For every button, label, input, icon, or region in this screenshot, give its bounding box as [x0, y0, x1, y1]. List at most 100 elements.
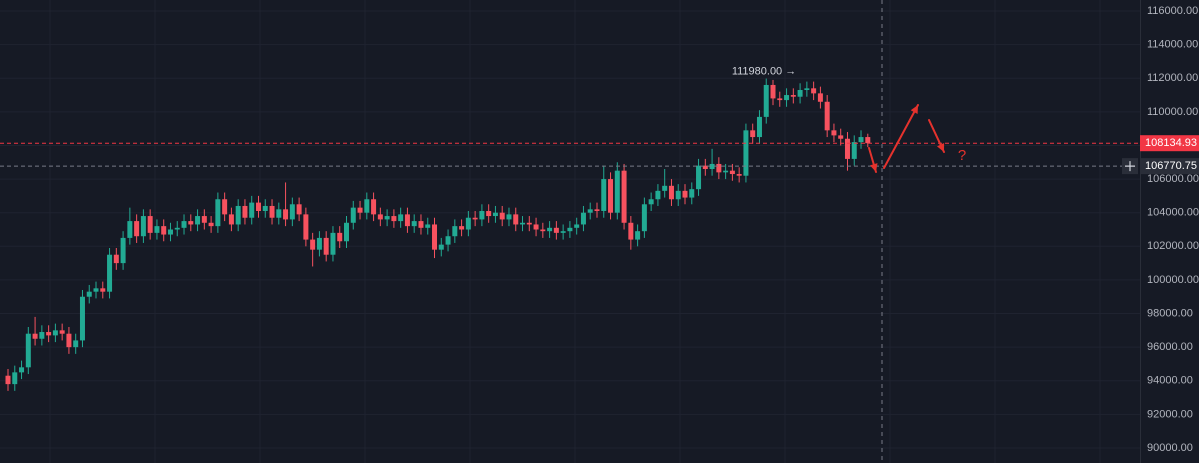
candle-body: [756, 116, 762, 138]
candle-body: [790, 95, 796, 97]
candle-body: [784, 95, 790, 101]
candle-body: [648, 199, 654, 205]
candle-body: [350, 207, 356, 223]
candle-body: [357, 207, 363, 213]
candle-body: [479, 211, 485, 220]
candle-body: [702, 165, 708, 169]
candle-body: [445, 236, 451, 245]
candle-body: [222, 199, 228, 215]
candle-body: [797, 90, 803, 97]
candle-body: [804, 88, 810, 91]
candle-body: [5, 375, 11, 385]
candle-body: [838, 135, 844, 139]
candle-body: [520, 222, 526, 225]
candle-body: [506, 214, 512, 220]
candle-body: [140, 216, 146, 237]
y-tick-label: 92000.00: [1147, 408, 1193, 420]
candle-body: [716, 163, 722, 173]
y-tick-label: 104000.00: [1147, 207, 1199, 219]
y-tick-label: 90000.00: [1147, 442, 1193, 454]
y-tick-label: 116000.00: [1147, 5, 1198, 17]
candle-body: [729, 170, 735, 175]
candle-body: [316, 237, 322, 250]
candle-body: [107, 254, 113, 292]
candle-body: [858, 137, 864, 143]
candle-body: [337, 232, 343, 242]
drawn-arrow: [883, 104, 919, 169]
candle-body: [526, 222, 532, 225]
candle-body: [641, 204, 647, 232]
candle-body: [438, 244, 444, 250]
candle-body: [364, 199, 370, 213]
candle-body: [93, 288, 99, 292]
candle-body: [276, 209, 282, 218]
candle-body: [628, 222, 634, 240]
candle-body: [377, 214, 383, 220]
y-tick-label: 94000.00: [1147, 375, 1193, 387]
candle-body: [452, 226, 458, 237]
candle-body: [86, 291, 92, 297]
candle-body: [161, 226, 167, 235]
y-tick-label: 114000.00: [1147, 39, 1198, 51]
drawn-arrow-head: [869, 163, 878, 172]
candle-body: [127, 221, 133, 238]
candle-body: [547, 227, 553, 232]
candle-body: [689, 189, 695, 198]
candle-body: [147, 216, 153, 233]
price-label: 108134.93: [1145, 137, 1197, 149]
candle-body: [269, 205, 275, 218]
candle-body: [675, 190, 681, 200]
y-tick-label: 100000.00: [1147, 274, 1199, 286]
y-tick-label: 112000.00: [1147, 72, 1198, 84]
candle-body: [113, 254, 119, 264]
candle-body: [601, 179, 607, 212]
candle-body: [662, 185, 668, 191]
candle-body: [79, 296, 85, 341]
y-tick-label: 110000.00: [1147, 106, 1198, 118]
candle-body: [486, 211, 492, 217]
candle-body: [174, 227, 180, 230]
candle-body: [655, 190, 661, 200]
candle-body: [553, 227, 559, 233]
candle-body: [19, 367, 25, 373]
candle-body: [513, 214, 519, 225]
candle-body: [763, 84, 769, 117]
candle-body: [750, 130, 756, 138]
candle-body: [696, 165, 702, 190]
candle-body: [844, 138, 850, 159]
candle-body: [66, 333, 72, 348]
price-label-box: [1140, 158, 1199, 175]
candle-body: [303, 214, 309, 240]
high-marker-label: 111980.00 →: [732, 65, 796, 77]
candle-body: [560, 231, 566, 233]
candle-body: [12, 372, 18, 385]
candle-body: [865, 137, 871, 144]
candle-body: [25, 333, 31, 368]
candle-body: [831, 130, 837, 136]
candle-body: [777, 98, 783, 101]
candle-body: [154, 226, 160, 233]
drawn-arrow-head: [910, 105, 918, 114]
candle-body: [289, 204, 295, 220]
price-label: 106770.75: [1145, 160, 1197, 172]
candle-body: [100, 288, 106, 292]
drawn-arrow-head: [937, 143, 945, 152]
candle-body: [249, 202, 255, 218]
candle-body: [574, 224, 580, 228]
plus-icon: [1125, 161, 1135, 172]
candle-body: [824, 101, 830, 131]
candle-body: [255, 202, 261, 212]
candle-body: [465, 217, 471, 230]
y-tick-label: 106000.00: [1147, 173, 1199, 185]
candle-body: [120, 237, 126, 264]
candle-body: [594, 209, 600, 212]
candle-body: [167, 229, 173, 235]
y-tick-label: 102000.00: [1147, 240, 1199, 252]
candle-body: [817, 93, 823, 102]
y-tick-label: 96000.00: [1147, 341, 1193, 353]
candle-body: [425, 224, 431, 228]
candle-body: [391, 216, 397, 222]
candle-body: [432, 224, 438, 250]
